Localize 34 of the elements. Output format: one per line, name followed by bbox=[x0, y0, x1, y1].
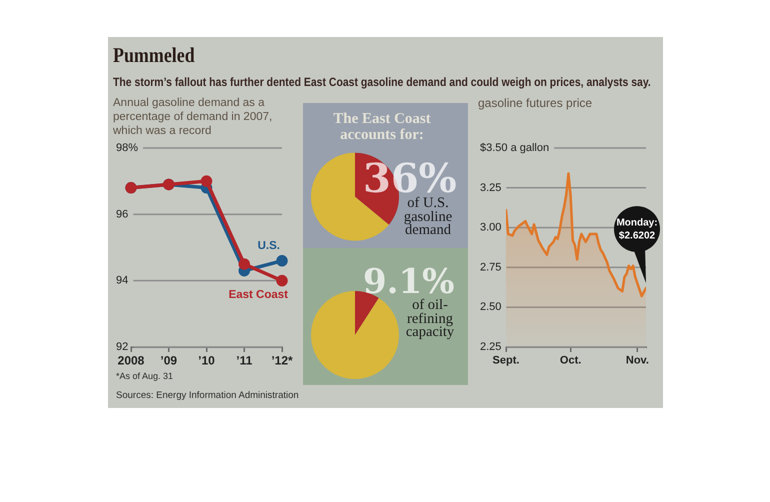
point bbox=[200, 175, 212, 187]
y-tick-label: 3.25 bbox=[480, 182, 502, 194]
chart-title: gasoline futures price bbox=[478, 96, 594, 110]
series-label: East Coast bbox=[228, 288, 288, 301]
x-tick-label: ’10 bbox=[198, 354, 216, 368]
chart-title: The East Coast accounts for: bbox=[332, 111, 432, 143]
series-label: U.S. bbox=[258, 240, 280, 252]
x-tick-label: Oct. bbox=[560, 354, 582, 367]
text: Pummeled bbox=[113, 43, 195, 68]
point bbox=[276, 274, 288, 286]
text: of U.S. gasoline demand bbox=[402, 195, 454, 238]
x-tick-label: 2008 bbox=[118, 354, 145, 368]
text: of oil-refining capacity bbox=[404, 297, 456, 340]
x-tick-label: ’11 bbox=[236, 354, 253, 368]
x-tick-label: Nov. bbox=[626, 354, 649, 367]
text: *As of Aug. 31 bbox=[116, 371, 174, 381]
point bbox=[276, 255, 288, 267]
x-tick-label: Sept. bbox=[492, 354, 520, 367]
y-tick-label: 2.75 bbox=[480, 261, 502, 274]
y-tick-label: 94 bbox=[116, 274, 128, 287]
annotation: Monday: $2.6202 bbox=[616, 217, 658, 242]
chart-title: Annual gasoline demand as a percentage of demand in 2007, which was a record bbox=[113, 96, 274, 138]
x-tick-label: ’09 bbox=[160, 354, 178, 368]
x-tick-label: ’12* bbox=[271, 354, 293, 368]
y-tick-label: 96 bbox=[116, 208, 128, 220]
point bbox=[238, 258, 250, 270]
y-tick-label: 98% bbox=[116, 142, 138, 154]
y-tick-label: 2.25 bbox=[480, 341, 502, 354]
y-tick-label: 2.50 bbox=[480, 301, 502, 314]
text: The storm’s fallout has further dented East Coast gasoline demand and could weigh on prices, analysts say. bbox=[113, 75, 651, 89]
source-note: Sources: Energy Information Administration bbox=[116, 390, 299, 401]
y-tick-label: 92 bbox=[116, 341, 128, 354]
y-tick-label: $3.50 a gallon bbox=[480, 142, 550, 154]
y-tick-label: 3.00 bbox=[480, 222, 502, 234]
